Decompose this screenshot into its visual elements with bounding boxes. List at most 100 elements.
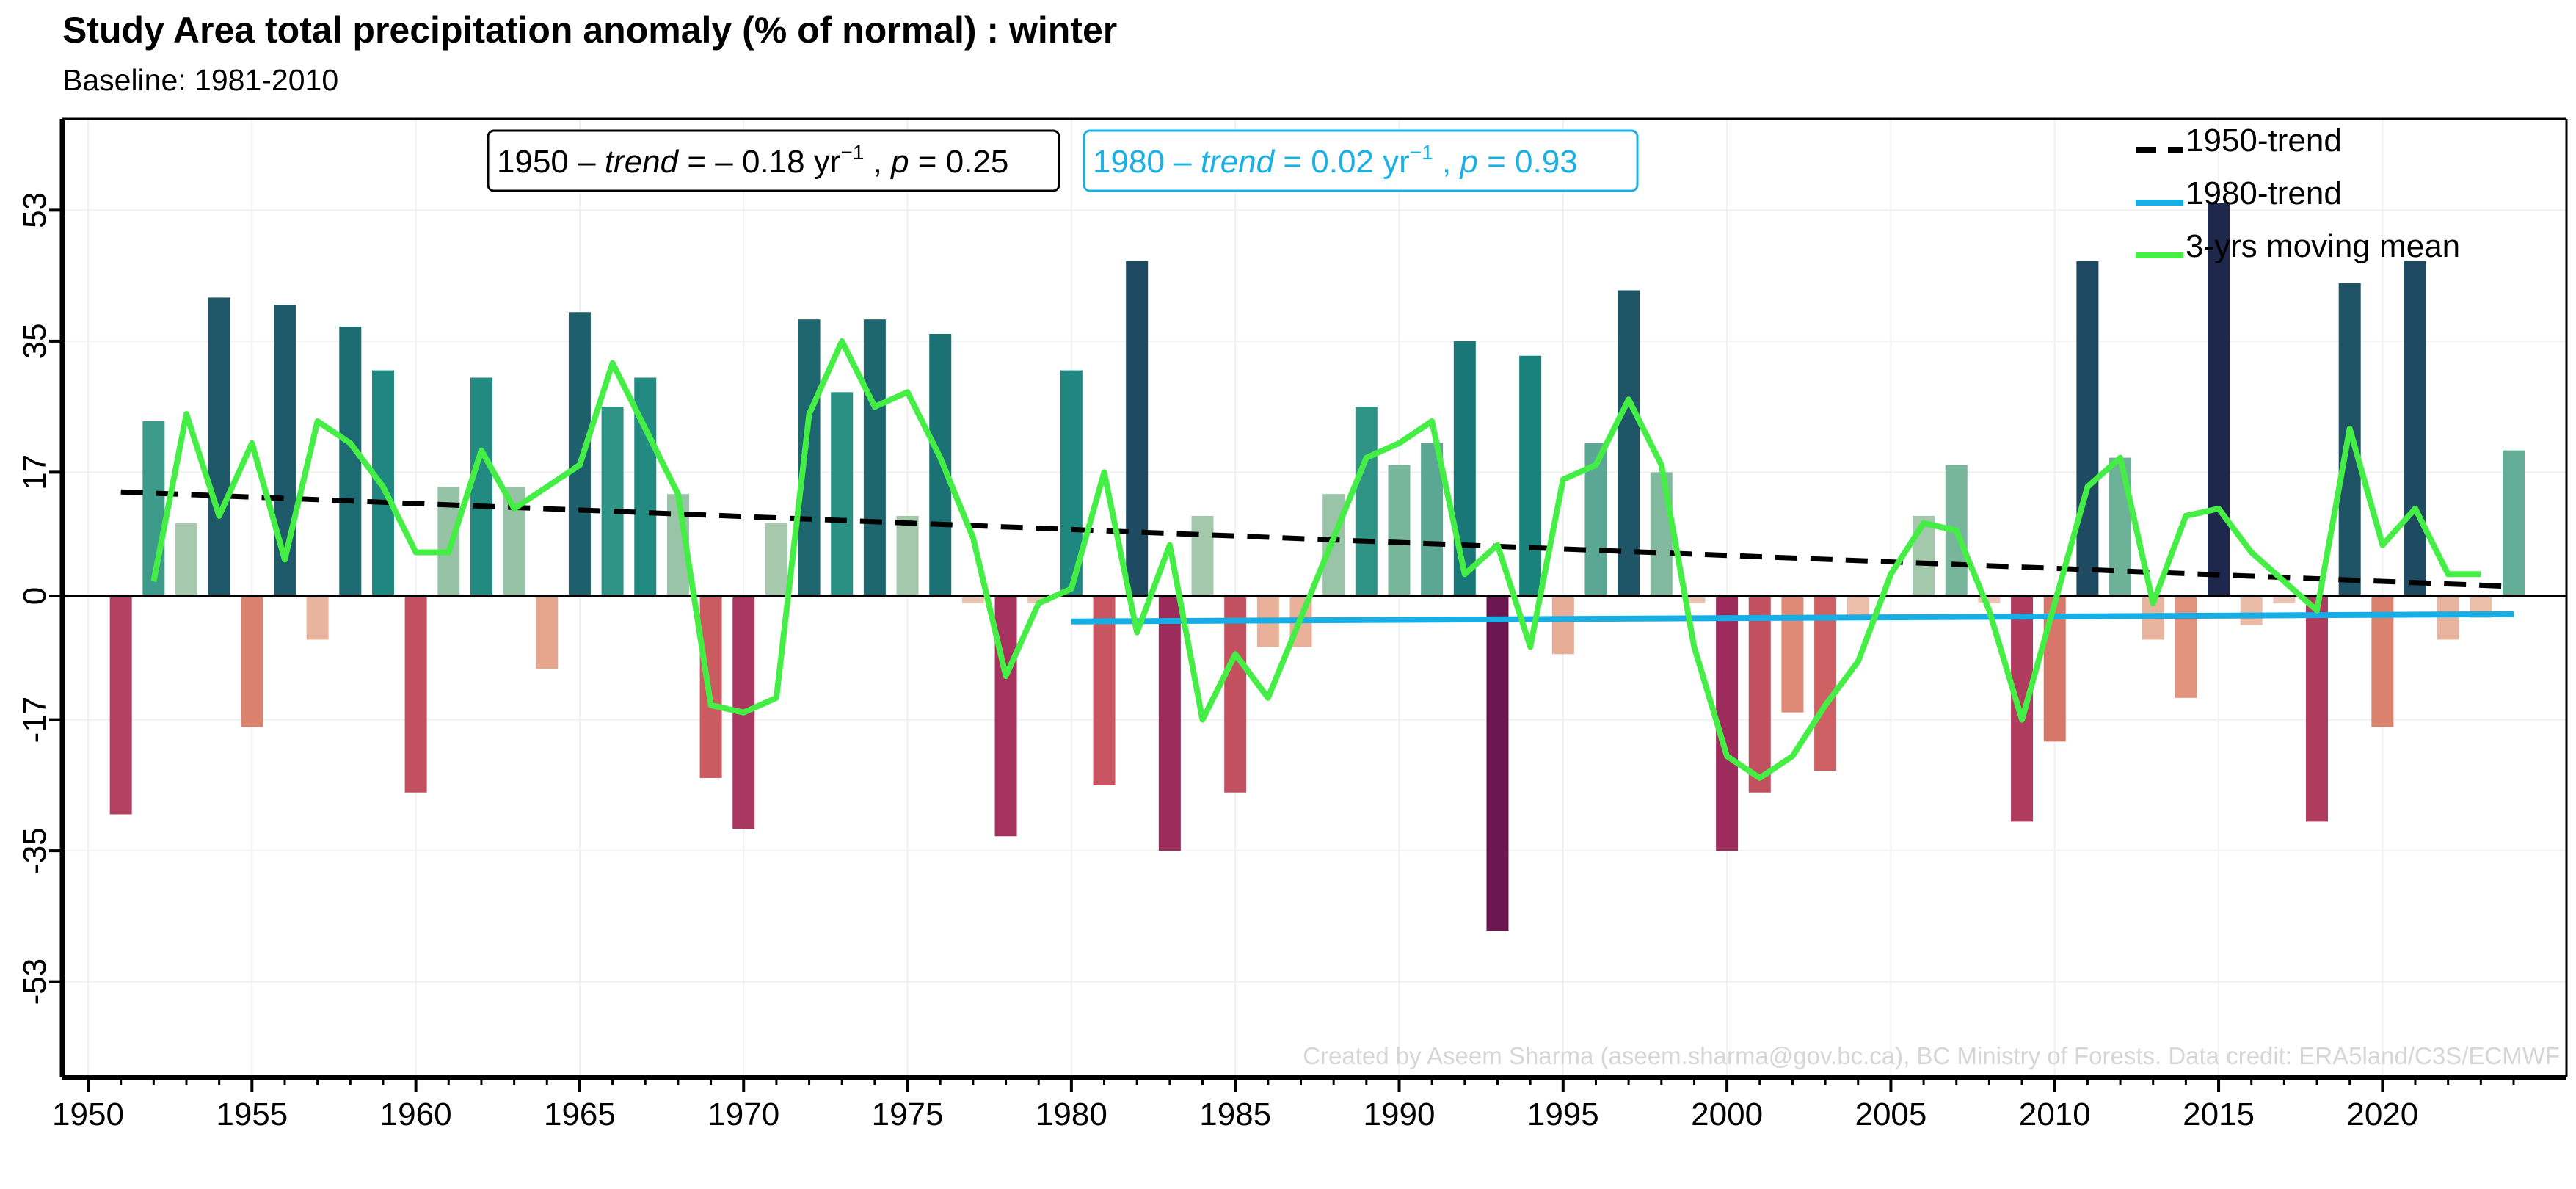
x-tick-label: 1985 [1199,1097,1271,1132]
moving-mean-line [150,338,2481,781]
bar-1974 [863,319,886,596]
y-tick-label: 53 [17,192,53,228]
trend-1950-p-value: = 0.25 [909,144,1009,180]
y-tick-label: 35 [17,323,53,359]
trend-1950-prefix: 1950 – [497,144,605,180]
trend-1950-p-word: p [889,144,909,180]
bar-1993 [1486,596,1509,931]
trend-1980-exponent: −1 [1410,141,1433,164]
trend-1950-sep: , [864,144,891,180]
bar-2022 [2437,596,2459,640]
legend: 1950-trend 1980-trend 3-yrs moving mean [2136,123,2460,264]
legend-label-1980-trend: 1980-trend [2186,175,2342,211]
bar-1999 [1683,596,1706,603]
bar-2014 [2175,596,2197,698]
bar-1989 [1355,407,1378,596]
x-tick-label: 2005 [1855,1097,1926,1132]
x-axis-ticks: 1950 1955 1960 1965 1970 1975 1980 1985 1990 1995… [52,1077,2515,1132]
legend-label-moving-mean: 3-yrs moving mean [2186,228,2460,264]
bar-1985 [1224,596,1247,793]
bar-1958 [339,327,362,596]
x-tick-label: 1965 [544,1097,616,1132]
bar-1962 [470,377,492,596]
y-axis-ticks: -53 -35 -17 0 17 35 53 [17,192,62,1005]
grid-lines [62,119,2566,1077]
x-tick-label: 1960 [380,1097,452,1132]
bar-2020 [2371,596,2394,727]
trend-1980-line-group [1071,611,2514,625]
trend-1980-prefix: 1980 – [1093,144,1201,180]
bar-1964 [536,596,559,669]
bar-2009 [2011,596,2034,822]
bar-2011 [2076,261,2099,596]
y-tick-label: -53 [17,959,53,1006]
y-tick-label: -17 [17,697,53,743]
x-tick-label: 2000 [1691,1097,1763,1132]
x-tick-label: 1975 [872,1097,944,1132]
bar-1971 [765,523,787,596]
bar-2021 [2404,261,2427,596]
bar-1954 [208,297,230,596]
bar-1973 [831,392,854,596]
x-tick-label: 2015 [2183,1097,2255,1132]
bar-1998 [1650,472,1673,596]
trend-1950-value: = – 0.18 yr [678,144,840,180]
bar-1983 [1158,596,1181,851]
bar-2003 [1814,596,1837,771]
bar-2018 [2306,596,2329,822]
x-tick-label: 1955 [216,1097,288,1132]
bar-2008 [1978,596,2001,603]
chart-title: Study Area total precipitation anomaly (… [62,10,1118,51]
bar-2024 [2503,450,2525,596]
bar-1994 [1519,355,1542,596]
trend-1980-p-value: = 0.93 [1478,144,1578,180]
y-tick-label: 0 [17,587,53,605]
trend-box-1980 [1083,129,1639,192]
bar-1977 [961,596,984,603]
y-tick-label: 17 [17,454,53,490]
trend-text-1950: 1950 – trend = – 0.18 yr−1 , p = 0.25 [497,141,1008,180]
legend-label-1950-trend: 1950-trend [2186,123,2342,159]
x-tick-label: 1990 [1364,1097,1436,1132]
bar-1982 [1126,261,1149,596]
x-tick-label: 1950 [52,1097,124,1132]
bar-2016 [2240,596,2263,625]
trend-1980-word: trend [1201,144,1276,180]
trend-1980-line [1071,611,2514,625]
trend-1950-exponent: −1 [840,141,864,164]
bar-1979 [1027,596,1050,603]
bar-1992 [1453,341,1476,596]
trend-1980-p-word: p [1458,144,1477,180]
moving-mean-line-group [150,338,2481,781]
bar-1981 [1093,596,1116,785]
bar-1965 [568,312,591,596]
bar-2004 [1847,596,1869,618]
bar-1960 [404,596,427,793]
bar-2012 [2109,457,2132,596]
bar-1975 [896,515,919,596]
bar-1990 [1388,465,1411,596]
bar-2015 [2208,203,2230,596]
x-tick-label: 1980 [1036,1097,1107,1132]
x-tick-label: 2020 [2346,1097,2418,1132]
y-tick-label: -35 [17,827,53,874]
bar-1997 [1618,290,1640,596]
x-tick-label: 1995 [1527,1097,1599,1132]
bar-1995 [1551,596,1574,655]
trend-box-1950 [487,129,1060,192]
credit-text: Created by Aseem Sharma (aseem.sharma@go… [1303,1042,2560,1069]
bar-1955 [241,596,263,727]
bar-2002 [1781,596,1804,713]
x-tick-label: 1970 [707,1097,779,1132]
bar-2001 [1748,596,1771,793]
x-tick-label: 2010 [2019,1097,2091,1132]
bar-2017 [2273,596,2296,603]
bar-1984 [1191,515,1214,596]
trend-1980-value: = 0.02 yr [1274,144,1410,180]
trend-1950-word: trend [605,144,680,180]
chart-subtitle: Baseline: 1981-2010 [62,63,339,97]
bar-1953 [175,523,197,596]
trend-1980-sep: , [1433,144,1460,180]
bar-1957 [306,596,329,640]
